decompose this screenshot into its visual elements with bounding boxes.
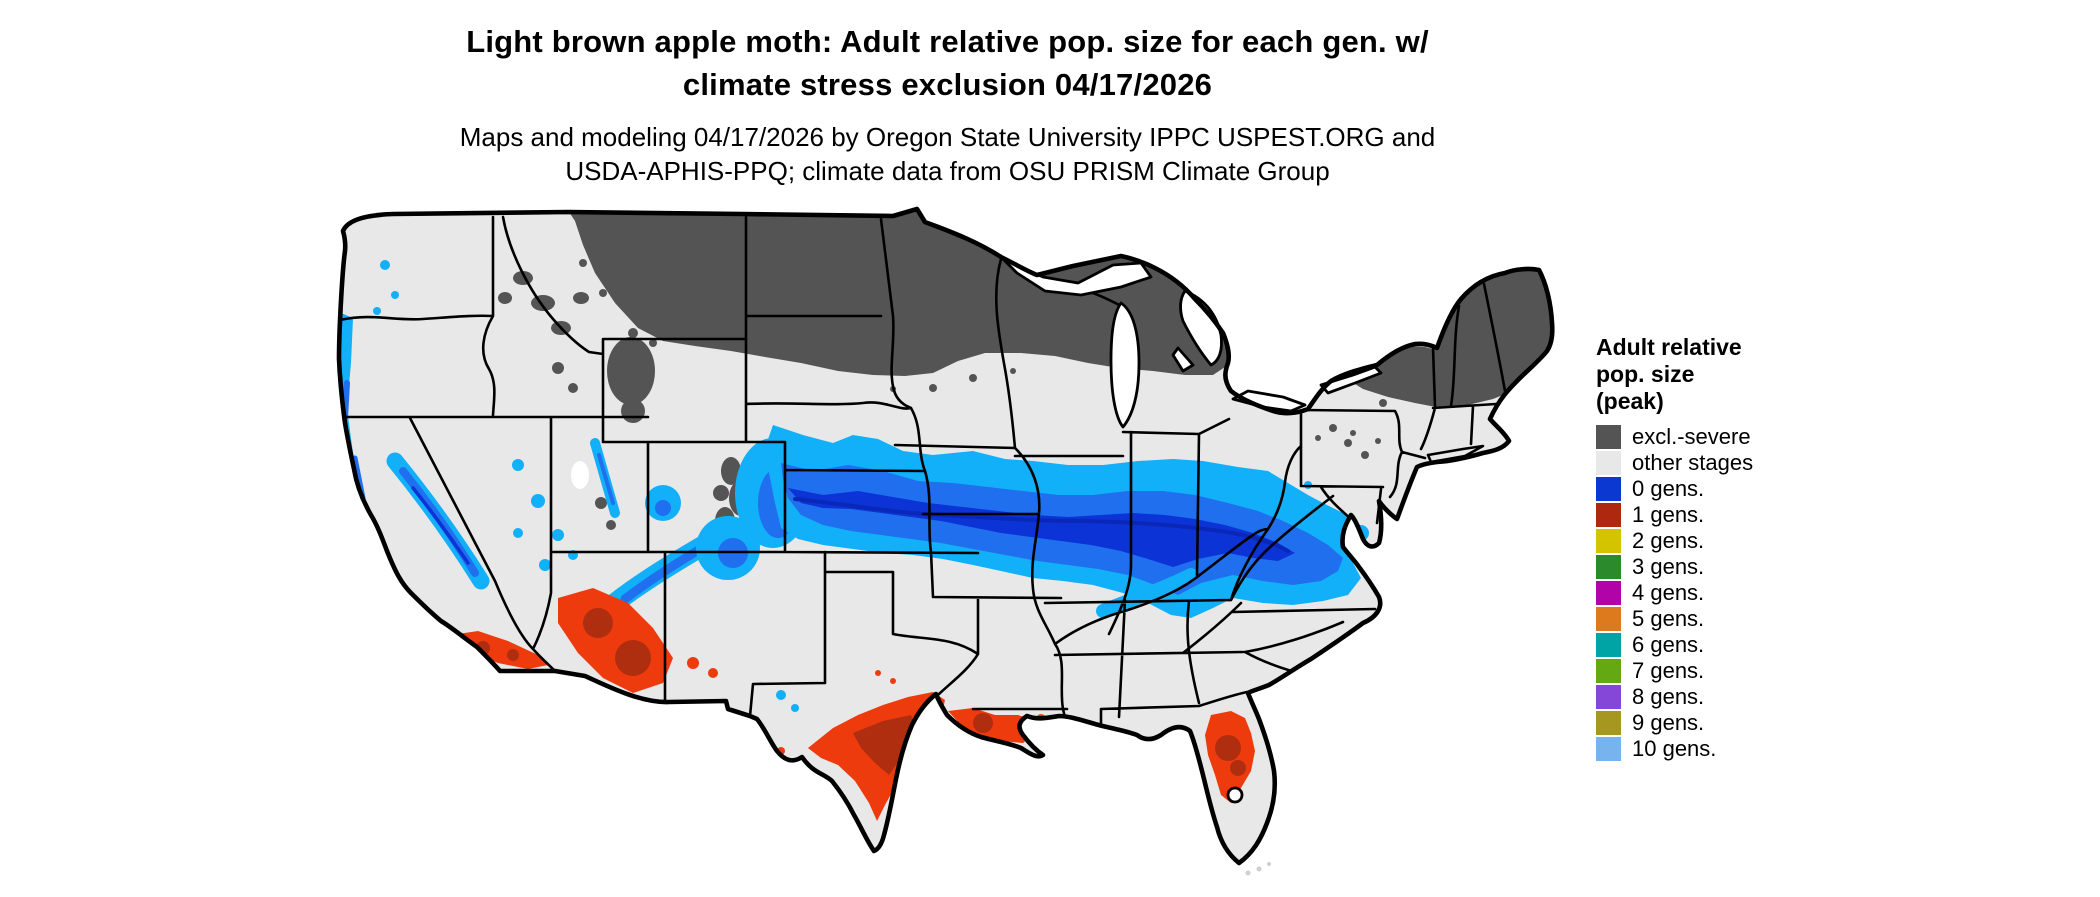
legend-swatch-6-gens [1596, 633, 1621, 657]
great-salt-lake [571, 461, 589, 489]
blue-pacific-coast-strip [339, 313, 371, 525]
legend-swatch-0-gens [1596, 477, 1621, 501]
saginaw-bay [1171, 346, 1195, 373]
lake-superior [1001, 257, 1153, 297]
map-subtitle-line-1: Maps and modeling 04/17/2026 by Oregon S… [459, 122, 1436, 152]
legend-label: 1 gens. [1632, 502, 1705, 527]
legend-item-4-gens: 4 gens. [1596, 580, 1896, 606]
legend-label: 2 gens. [1632, 528, 1705, 553]
legend-swatch-4-gens [1596, 581, 1621, 605]
legend-item-6-gens: 6 gens. [1596, 632, 1896, 658]
state-borders [339, 215, 1507, 749]
legend-title-line-3: (peak) [1596, 388, 1664, 414]
legend-item-7-gens: 7 gens. [1596, 658, 1896, 684]
legend-item-other-stages: other stages [1596, 450, 1896, 476]
us-generation-map [333, 203, 1595, 892]
blue-west-scatter [373, 260, 799, 712]
blue-band-navy-squiggle [793, 497, 1290, 553]
map-title-line-2: climate stress exclusion 04/17/2026 [682, 67, 1213, 102]
us-map-svg [336, 206, 1555, 876]
map-title-line-1: Light brown apple moth: Adult relative p… [466, 24, 1429, 59]
legend-label: 9 gens. [1632, 710, 1705, 735]
exclusion-region-northeast [1345, 267, 1553, 408]
legend-label: 0 gens. [1632, 476, 1705, 501]
great-lakes [1001, 257, 1383, 429]
legend-swatch-7-gens [1596, 659, 1621, 683]
legend-item-1-gens: 1 gens. [1596, 502, 1896, 528]
legend-label: 8 gens. [1632, 684, 1705, 709]
lake-okeechobee [1226, 786, 1244, 804]
legend-item-3-gens: 3 gens. [1596, 554, 1896, 580]
legend-item-excl-severe: excl.-severe [1596, 424, 1896, 450]
florida-keys [1245, 862, 1271, 876]
legend-title-line-2: pop. size [1596, 361, 1695, 387]
legend-item-10-gens: 10 gens. [1596, 736, 1896, 762]
legend-item-9-gens: 9 gens. [1596, 710, 1896, 736]
legend-swatch-excl-severe [1596, 425, 1621, 449]
blue-band-core [788, 488, 1295, 567]
legend-item-5-gens: 5 gens. [1596, 606, 1896, 632]
legend-swatch-1-gens [1596, 503, 1621, 527]
legend-label: other stages [1632, 450, 1754, 475]
legend-label: 3 gens. [1632, 554, 1705, 579]
legend-swatch-other-stages [1596, 451, 1621, 475]
legend-label: 5 gens. [1632, 606, 1705, 631]
hot-region-florida [1205, 711, 1255, 803]
legend-label: 10 gens. [1632, 736, 1717, 761]
legend-swatch-5-gens [1596, 607, 1621, 631]
blue-sierra-core [411, 486, 470, 565]
legend-label: 7 gens. [1632, 658, 1705, 683]
hot-region-arizona [558, 588, 718, 693]
legend-label: 6 gens. [1632, 632, 1705, 657]
lake-michigan [1109, 301, 1141, 429]
map-legend: Adult relative pop. size (peak) excl.-se… [1596, 334, 1896, 762]
legend-swatch-3-gens [1596, 555, 1621, 579]
legend-label: excl.-severe [1632, 424, 1751, 449]
lake-ontario [1319, 365, 1383, 395]
blue-ridge-tail [1096, 568, 1198, 618]
legend-item-2-gens: 2 gens. [1596, 528, 1896, 554]
legend-items: excl.-severe other stages 0 gens. 1 gens… [1596, 424, 1896, 762]
legend-item-8-gens: 8 gens. [1596, 684, 1896, 710]
legend-swatch-9-gens [1596, 711, 1621, 735]
us-outline [336, 206, 1555, 866]
legend-title-line-1: Adult relative [1596, 334, 1742, 360]
legend-swatch-2-gens [1596, 529, 1621, 553]
legend-label: 4 gens. [1632, 580, 1705, 605]
legend-item-0-gens: 0 gens. [1596, 476, 1896, 502]
legend-swatch-10-gens [1596, 737, 1621, 761]
map-subtitle-line-2: USDA-APHIS-PPQ; climate data from OSU PR… [565, 156, 1330, 186]
legend-swatch-8-gens [1596, 685, 1621, 709]
